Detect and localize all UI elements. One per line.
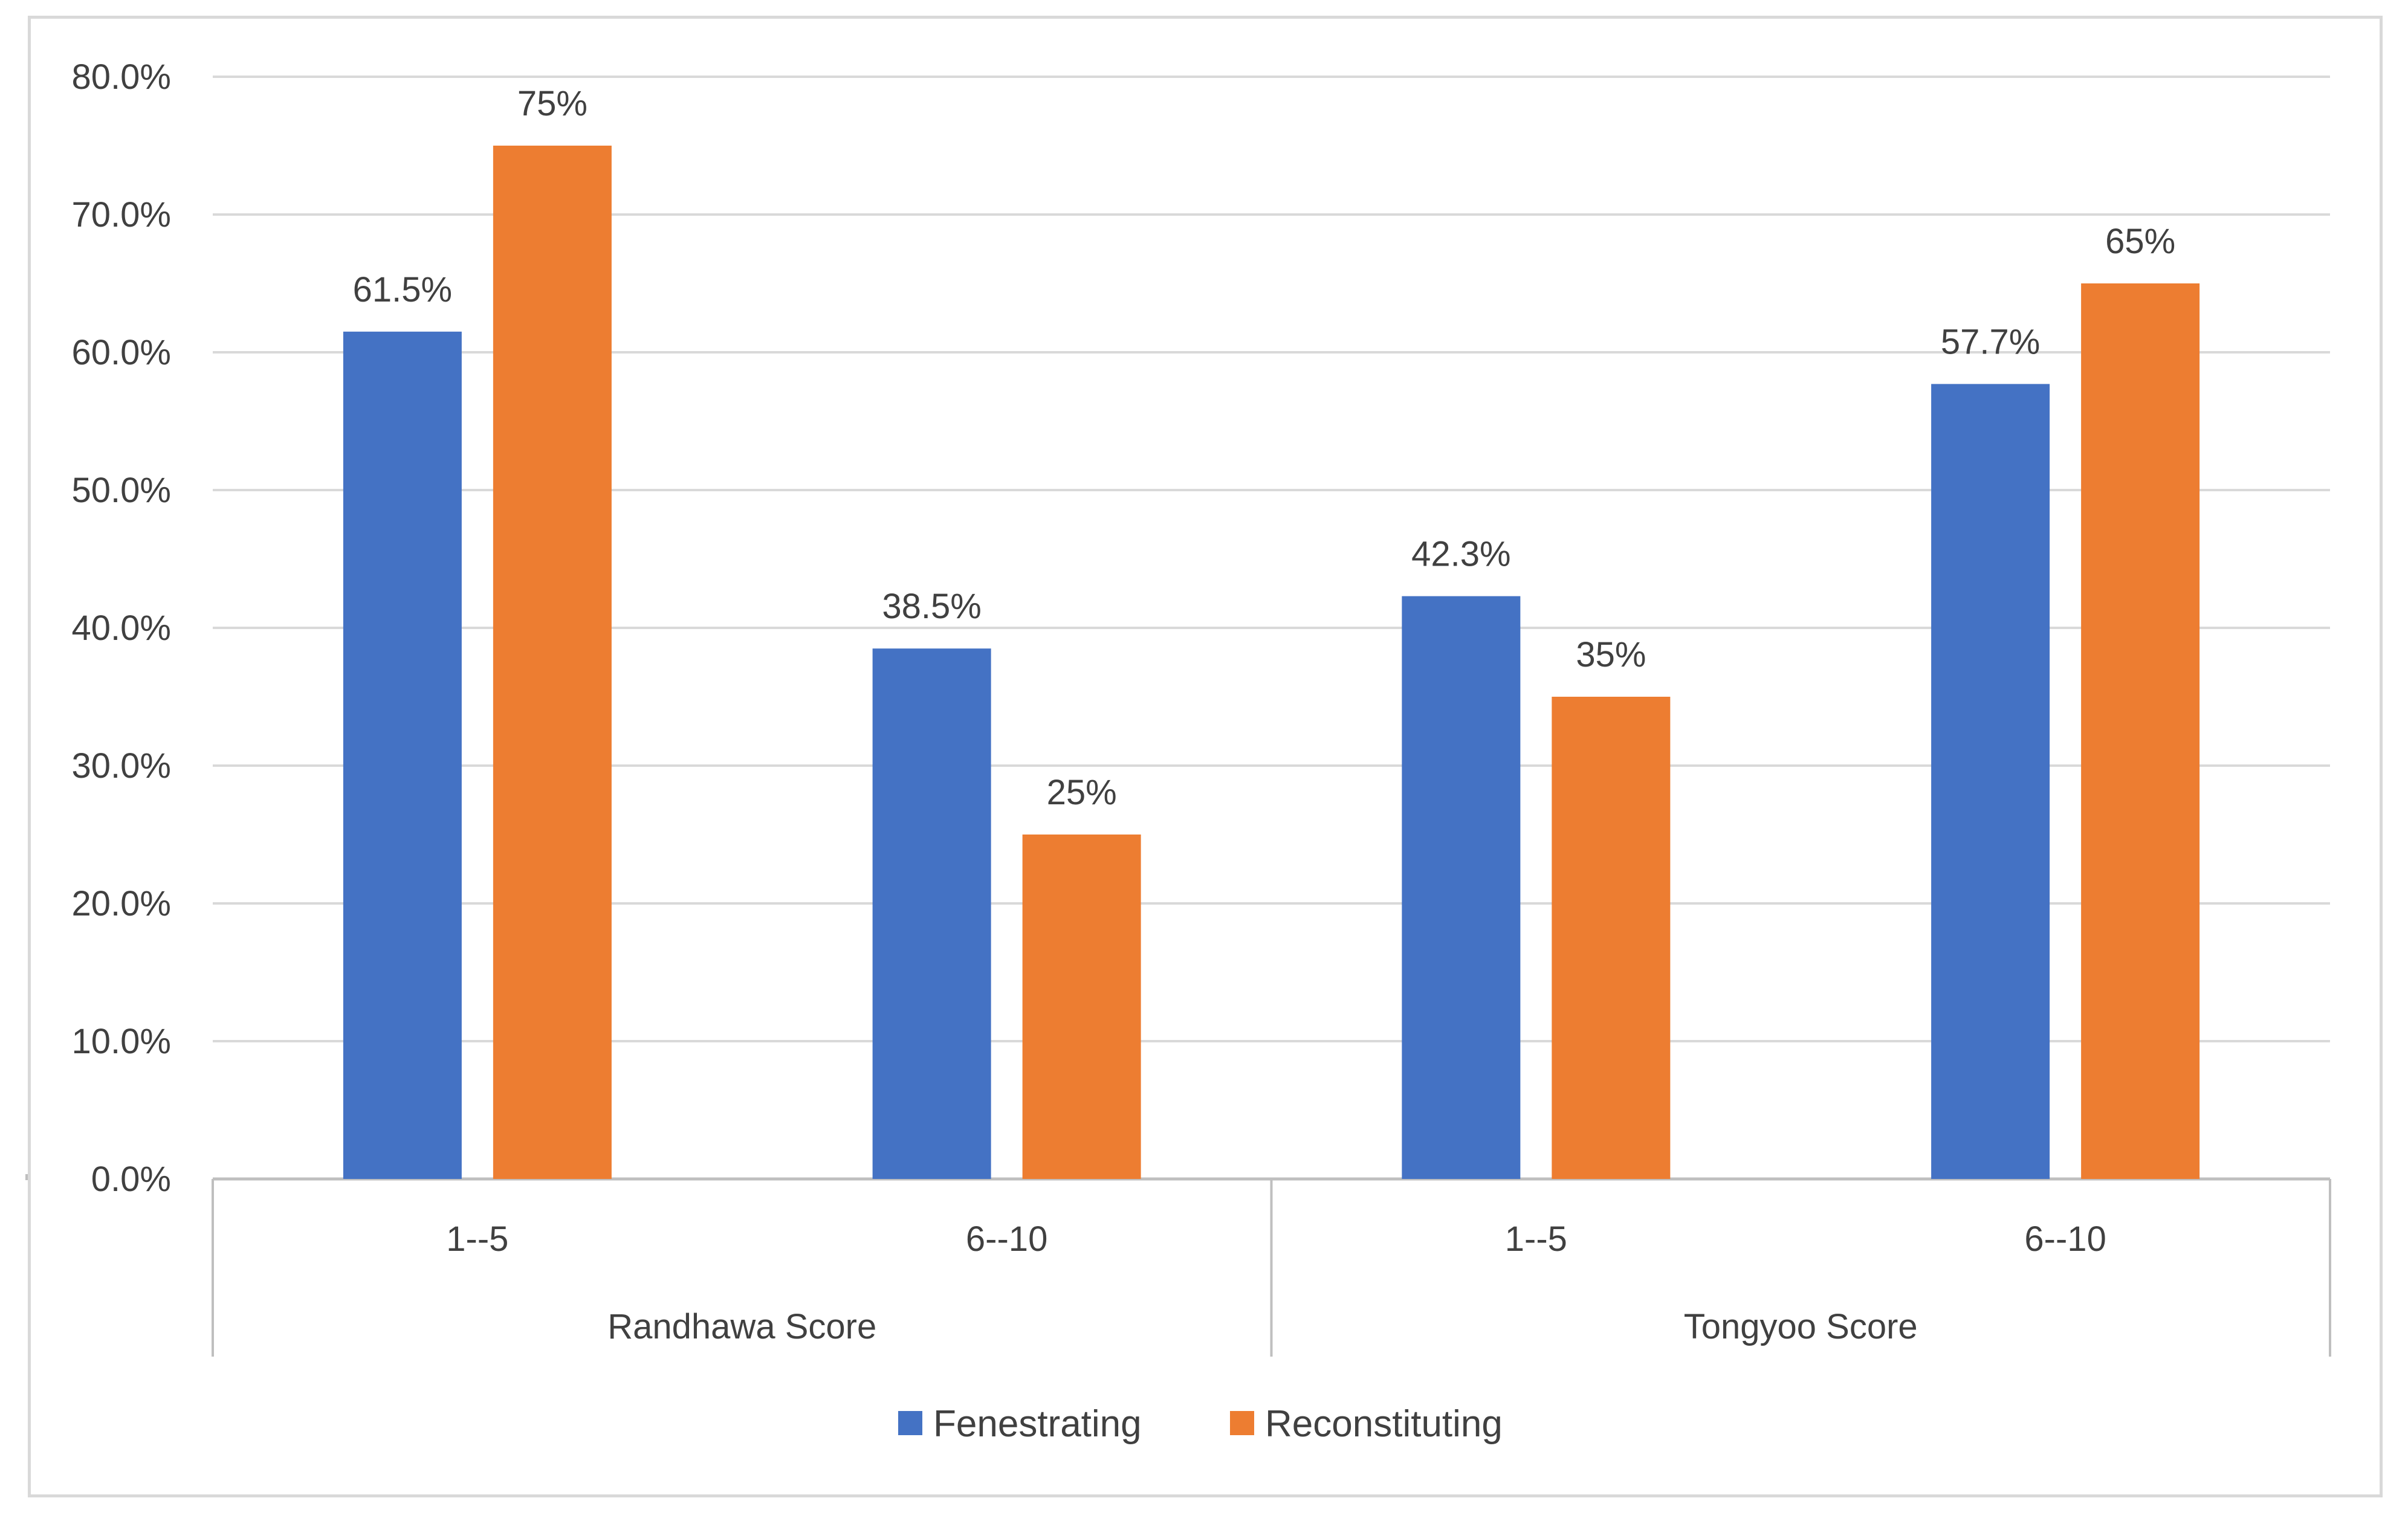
x-category-label: 6--10: [966, 1219, 1047, 1259]
bar-fenestrating-2: [1402, 596, 1521, 1179]
bar-reconstituting-3: [2081, 283, 2200, 1179]
bar-reconstituting-1: [1022, 835, 1141, 1179]
bar-fenestrating-3: [1931, 384, 2050, 1180]
bar-fenestrating-0: [343, 331, 462, 1179]
data-label: 75%: [517, 84, 587, 123]
x-category-label: 6--10: [2024, 1219, 2106, 1259]
bars: [343, 146, 2200, 1180]
legend-swatch-fenestrating: [898, 1411, 922, 1435]
data-label: 25%: [1047, 773, 1117, 812]
legend-swatch-reconstituting: [1230, 1411, 1254, 1435]
y-tick-label: 10.0%: [72, 1022, 171, 1061]
data-label: 61.5%: [353, 270, 452, 309]
data-labels: 61.5% 75% 38.5% 25% 42.3% 35% 57.7% 65%: [353, 84, 2176, 812]
x-group-label: Tongyoo Score: [1684, 1307, 1918, 1346]
y-tick-label: 60.0%: [72, 333, 171, 372]
x-category-label: 1--5: [446, 1219, 508, 1259]
x-category-label: 1--5: [1505, 1219, 1567, 1259]
data-label: 42.3%: [1411, 535, 1510, 574]
data-label: 65%: [2105, 222, 2175, 261]
data-label: 38.5%: [882, 587, 981, 626]
axes: 0.0% 10.0% 20.0% 30.0% 40.0% 50.0% 60.0% 70.0% 8…: [25, 57, 2331, 1357]
y-tick-label: 20.0%: [72, 884, 171, 923]
x-group-label: Randhawa Score: [607, 1307, 876, 1346]
y-tick-label: 30.0%: [72, 746, 171, 786]
bar-fenestrating-1: [872, 648, 991, 1179]
y-tick-label: 80.0%: [72, 57, 171, 97]
legend: Fenestrating Reconstituting: [898, 1403, 1503, 1445]
bar-reconstituting-0: [493, 146, 612, 1179]
y-tick-label: 40.0%: [72, 609, 171, 648]
legend-label-fenestrating: Fenestrating: [933, 1403, 1142, 1445]
legend-label-reconstituting: Reconstituting: [1265, 1403, 1503, 1445]
bar-reconstituting-2: [1552, 697, 1671, 1179]
y-tick-label: 70.0%: [72, 195, 171, 234]
data-label: 57.7%: [1941, 322, 2040, 361]
y-tick-label: 50.0%: [72, 471, 171, 510]
data-label: 35%: [1576, 635, 1646, 674]
y-tick-label: 0.0%: [91, 1160, 171, 1199]
